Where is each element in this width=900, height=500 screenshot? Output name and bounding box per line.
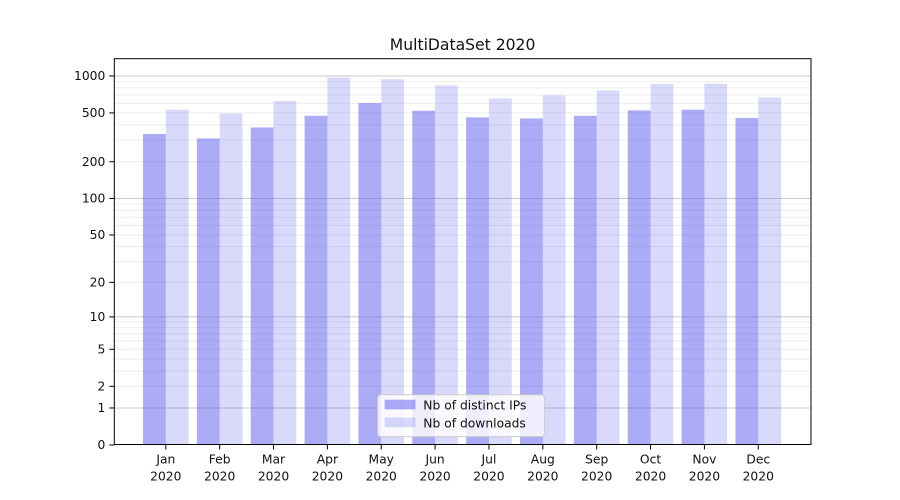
bar-ips-jul [466, 117, 489, 445]
y-tick-label: 100 [82, 192, 105, 206]
y-tick-label: 10 [90, 310, 106, 324]
bar-ips-mar [250, 127, 274, 445]
y-tick-label: 5 [97, 342, 105, 356]
x-tick-label-year: 2020 [635, 470, 666, 484]
x-tick-label-year: 2020 [204, 470, 235, 484]
y-tick-label: 1000 [74, 69, 105, 83]
bar-downloads-oct [650, 83, 674, 445]
x-tick-label-year: 2020 [150, 470, 181, 484]
x-tick-label-month: Nov [692, 453, 716, 467]
x-tick-label-month: Oct [640, 453, 661, 467]
x-tick-label-month: Jul [481, 453, 497, 467]
bar-ips-may [358, 103, 382, 445]
bar-ips-jun [412, 110, 436, 445]
x-tick-label-month: Aug [531, 453, 555, 467]
bars [143, 77, 782, 445]
bar-ips-apr [304, 115, 328, 445]
y-tick-label: 200 [82, 155, 105, 169]
legend: Nb of distinct IPs Nb of downloads [377, 394, 545, 438]
chart-title: MultiDataSet 2020 [390, 36, 536, 54]
y-tick-label: 0 [97, 438, 105, 452]
legend-label-downloads: Nb of downloads [423, 416, 526, 430]
bar-downloads-mar [273, 101, 297, 445]
x-tick-label-year: 2020 [743, 470, 774, 484]
bar-downloads-may [381, 79, 405, 445]
bar-ips-oct [627, 110, 651, 445]
y-tick-label: 1 [97, 401, 105, 415]
bar-downloads-sep [596, 90, 620, 445]
plot-frame [113, 58, 812, 445]
x-tick-label-year: 2020 [419, 470, 450, 484]
bar-downloads-jul [488, 98, 512, 445]
y-tick-label: 500 [82, 106, 105, 120]
bar-ips-sep [573, 115, 597, 445]
bar-downloads-jun [435, 85, 458, 445]
x-tick-label-month: Dec [746, 453, 770, 467]
bar-downloads-apr [327, 77, 351, 445]
legend-box [377, 394, 545, 438]
x-tick-label-month: Jun [424, 453, 444, 467]
bar-downloads-feb [219, 113, 243, 445]
x-tick-label-year: 2020 [312, 470, 343, 484]
y-tick-label: 20 [90, 276, 106, 290]
bar-downloads-aug [542, 95, 566, 445]
bar-ips-aug [520, 118, 543, 445]
x-tick-label-month: Sep [585, 453, 608, 467]
axis-ticks-and-labels: 0 1 2 5 10 20 50 100 200 500 1000 Jan 2020 Feb 2020 Mar… [74, 69, 774, 483]
x-tick-label-month: Apr [317, 453, 339, 467]
y-tick-label: 50 [90, 228, 106, 242]
bar-ips-jan [143, 133, 166, 445]
x-tick-label-month: Mar [262, 453, 286, 467]
x-tick-label-year: 2020 [473, 470, 504, 484]
x-tick-label-year: 2020 [366, 470, 397, 484]
legend-label-distinct-ips: Nb of distinct IPs [423, 399, 526, 413]
x-tick-label-month: Jan [155, 453, 175, 467]
bar-downloads-dec [758, 97, 782, 445]
bar-ips-nov [681, 109, 705, 445]
legend-swatch-downloads [384, 417, 416, 428]
x-tick-label-year: 2020 [527, 470, 558, 484]
bar-downloads-jan [165, 109, 189, 445]
legend-swatch-distinct-ips [384, 399, 416, 410]
x-tick-label-year: 2020 [258, 470, 289, 484]
x-tick-label-year: 2020 [689, 470, 720, 484]
bar-ips-feb [196, 138, 220, 445]
x-tick-label-month: Feb [209, 453, 231, 467]
y-tick-label: 2 [97, 380, 105, 394]
x-tick-label-month: May [369, 453, 394, 467]
x-tick-label-year: 2020 [581, 470, 612, 484]
bar-ips-dec [735, 117, 759, 445]
bar-downloads-nov [704, 83, 728, 445]
